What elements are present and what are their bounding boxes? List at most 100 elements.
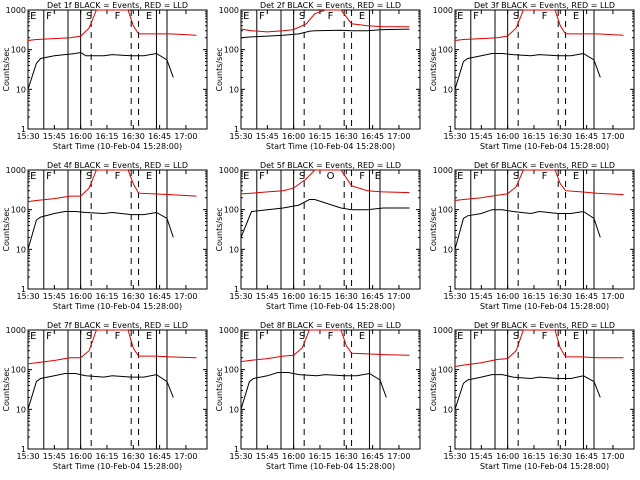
y-tick-label: 10 [229, 85, 239, 94]
x-tick-label: 16:15 [308, 452, 331, 461]
panel-title: Det 7f BLACK = Events, RED = LLD [47, 321, 188, 330]
y-tick-label: 100 [224, 206, 239, 215]
interval-marker: F [359, 171, 365, 182]
x-axis-label: Start Time (10-Feb-04 15:28:00) [266, 142, 395, 151]
y-tick-label: 1000 [6, 326, 26, 335]
lld-series-line [240, 329, 410, 363]
x-tick-label: 16:45 [575, 292, 598, 301]
interval-marker: E [30, 331, 36, 342]
y-tick-label: 100 [11, 366, 26, 375]
x-axis-label: Start Time (10-Feb-04 15:28:00) [480, 142, 609, 151]
y-axis-label: Counts/sec [429, 207, 438, 251]
panel-title: Det 8f BLACK = Events, RED = LLD [260, 321, 401, 330]
x-tick-label: 15:45 [43, 292, 66, 301]
events-series-line [240, 199, 410, 238]
x-tick-label: 16:00 [496, 452, 519, 461]
interval-marker: E [243, 171, 249, 182]
y-tick-label: 10 [443, 85, 453, 94]
interval-marker: E [30, 11, 36, 22]
x-tick-label: 15:30 [229, 132, 252, 141]
y-tick-label: 100 [438, 46, 453, 55]
x-tick-label: 16:45 [361, 452, 384, 461]
x-axis-label: Start Time (10-Feb-04 15:28:00) [480, 462, 609, 471]
y-tick-label: 100 [224, 366, 239, 375]
panel-title: Det 1f BLACK = Events, RED = LLD [47, 1, 188, 10]
interval-marker: F [46, 331, 52, 342]
events-series-line [240, 28, 410, 39]
events-series-line [27, 51, 174, 90]
y-tick-label: 1 [448, 125, 453, 134]
panel-title: Det 5f BLACK = Events, RED = LLD [260, 161, 401, 170]
detector-panel: Det 9f BLACK = Events, RED = LLD 1 10 100 10… [429, 321, 635, 471]
interval-marker: F [115, 331, 121, 342]
y-tick-label: 1 [448, 445, 453, 454]
events-series-line [454, 209, 601, 250]
interval-marker: E [243, 331, 249, 342]
interval-marker: F [115, 171, 121, 182]
x-axis-label: Start Time (10-Feb-04 15:28:00) [266, 462, 395, 471]
x-tick-label: 16:30 [122, 292, 145, 301]
interval-marker: S [86, 331, 92, 342]
detector-panel: Det 7f BLACK = Events, RED = LLD 1 10 100 10… [2, 321, 208, 471]
detector-panel: Det 5f BLACK = Events, RED = LLD 1 10 100 10… [215, 161, 421, 311]
interval-marker: F [259, 331, 265, 342]
y-tick-label: 1 [21, 125, 26, 134]
y-tick-label: 10 [229, 405, 239, 414]
x-tick-label: 16:00 [69, 292, 92, 301]
x-tick-label: 15:30 [16, 292, 39, 301]
interval-marker: S [86, 171, 92, 182]
interval-marker: F [328, 331, 334, 342]
plot-frame [27, 329, 208, 450]
y-tick-label: 100 [438, 366, 453, 375]
x-tick-label: 16:30 [549, 452, 572, 461]
y-tick-label: 1 [448, 285, 453, 294]
detector-panel: Det 3f BLACK = Events, RED = LLD 1 10 100 10… [429, 1, 635, 151]
events-series-line [240, 372, 387, 410]
interval-marker: F [259, 11, 265, 22]
x-tick-label: 16:30 [335, 292, 358, 301]
interval-marker: E [573, 171, 579, 182]
y-axis-label: Counts/sec [215, 47, 224, 91]
x-tick-label: 15:45 [470, 292, 493, 301]
y-axis-label: Counts/sec [215, 367, 224, 411]
x-tick-label: 16:15 [308, 132, 331, 141]
y-tick-label: 10 [16, 405, 26, 414]
y-tick-label: 1000 [219, 6, 239, 15]
panel-title: Det 4f BLACK = Events, RED = LLD [47, 161, 188, 170]
x-tick-label: 16:45 [148, 292, 171, 301]
interval-marker: E [359, 331, 365, 342]
y-tick-label: 1000 [219, 166, 239, 175]
y-tick-label: 10 [229, 245, 239, 254]
x-tick-label: 16:45 [148, 452, 171, 461]
y-axis-label: Counts/sec [2, 47, 11, 91]
interval-marker: E [30, 171, 36, 182]
x-axis-label: Start Time (10-Feb-04 15:28:00) [266, 302, 395, 311]
interval-marker: E [457, 171, 463, 182]
interval-marker: S [513, 171, 519, 182]
x-tick-label: 15:30 [16, 132, 39, 141]
x-tick-label: 16:45 [361, 292, 384, 301]
y-tick-label: 1 [234, 285, 239, 294]
x-tick-label: 17:00 [601, 292, 624, 301]
y-tick-label: 1000 [6, 6, 26, 15]
y-axis-label: Counts/sec [215, 207, 224, 251]
y-tick-label: 1000 [433, 6, 453, 15]
lld-series-line [454, 169, 624, 201]
x-tick-label: 15:45 [470, 132, 493, 141]
x-tick-label: 16:30 [122, 132, 145, 141]
x-tick-label: 17:00 [174, 292, 197, 301]
x-tick-label: 15:30 [443, 132, 466, 141]
interval-marker: E [359, 11, 365, 22]
lld-series-line [27, 9, 197, 41]
y-tick-label: 1 [21, 445, 26, 454]
interval-marker: F [542, 171, 548, 182]
panel-title: Det 9f BLACK = Events, RED = LLD [474, 321, 615, 330]
x-axis-label: Start Time (10-Feb-04 15:28:00) [53, 142, 182, 151]
x-tick-label: 16:15 [522, 452, 545, 461]
interval-marker: O [327, 171, 335, 182]
events-series-line [27, 373, 174, 410]
lld-series-line [27, 329, 197, 365]
detector-panel: Det 8f BLACK = Events, RED = LLD 1 10 100 10… [215, 321, 421, 471]
interval-marker: S [299, 11, 305, 22]
interval-marker: E [457, 331, 463, 342]
